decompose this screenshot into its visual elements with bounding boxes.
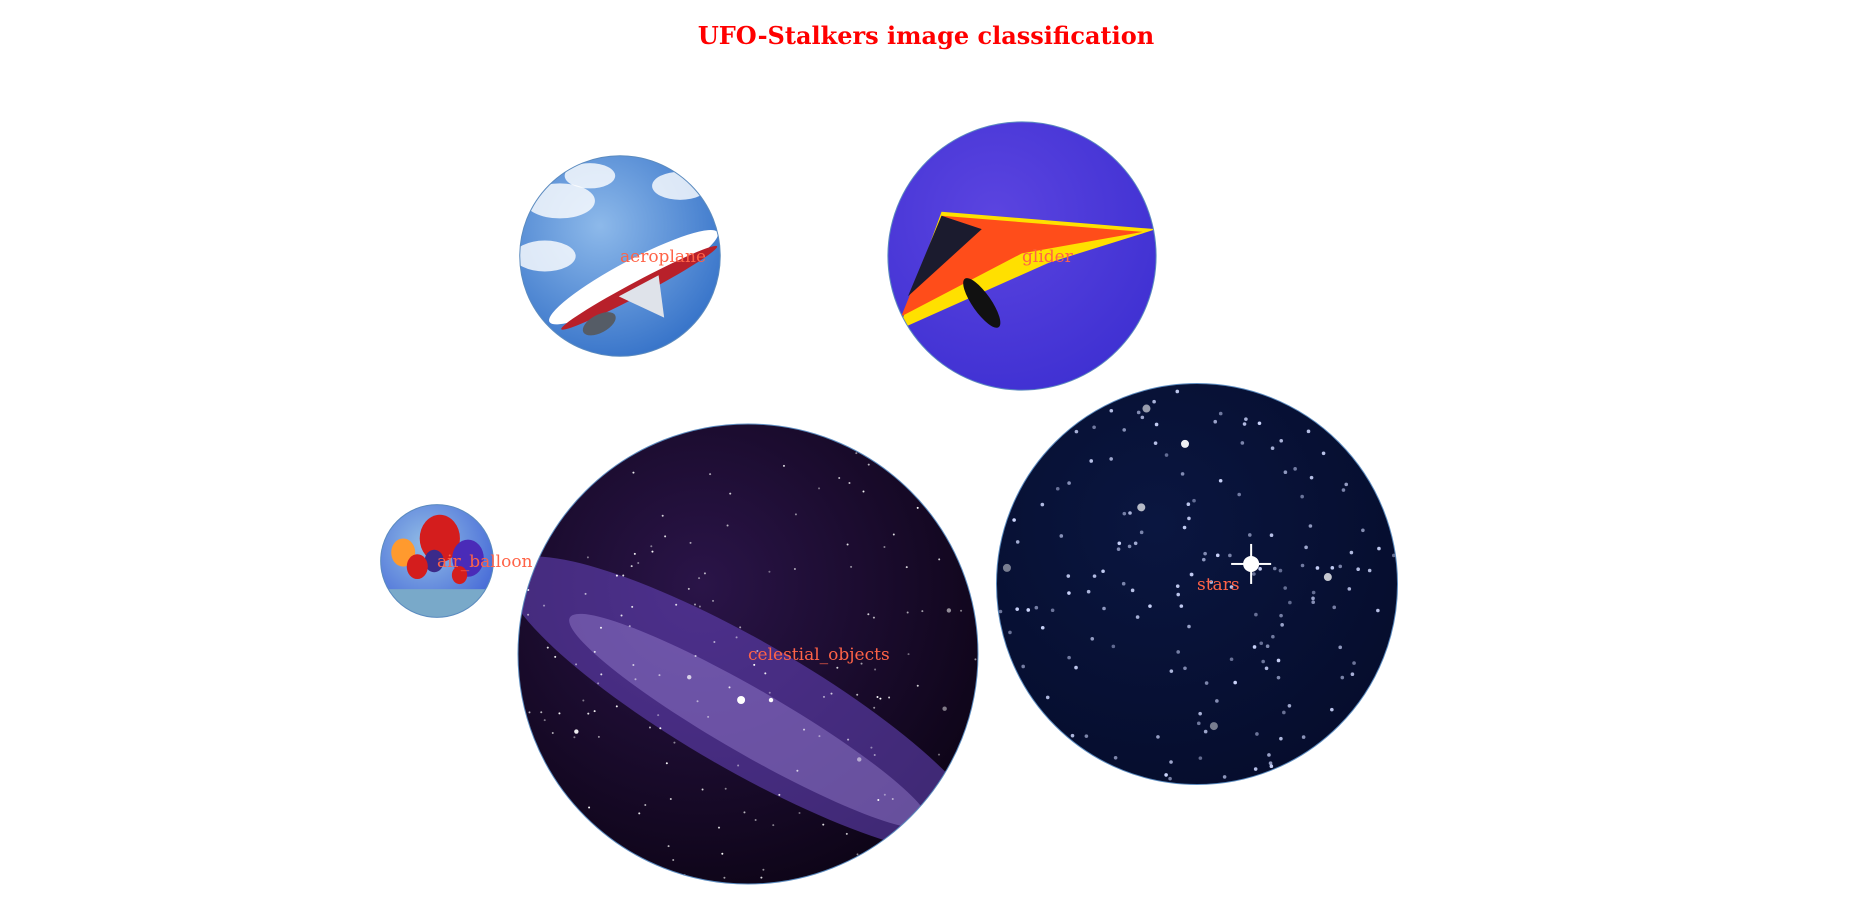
bubble-edge-aeroplane: [519, 155, 721, 357]
bubble-aeroplane: aeroplane: [519, 155, 721, 357]
bubble-edge-air-balloon: [380, 504, 494, 618]
bubble-label-air-balloon: air_balloon: [437, 552, 533, 572]
bubble-label-stars: stars: [1197, 575, 1240, 595]
bubble-image-aeroplane: [519, 155, 721, 357]
bubble-edge-stars: [995, 382, 1399, 786]
bubble-image-stars: [996, 383, 1398, 785]
bubble-image-glider: [887, 121, 1157, 391]
bubble-celestial-objects: celestial_objects: [517, 423, 979, 885]
bubble-stars: stars: [995, 382, 1399, 786]
bubble-glider: glider: [887, 121, 1157, 391]
bubble-label-aeroplane: aeroplane: [620, 247, 706, 267]
chart-title: UFO-Stalkers image classification: [698, 21, 1154, 50]
bubble-edge-glider: [887, 121, 1157, 391]
bubble-label-celestial-objects: celestial_objects: [748, 645, 890, 665]
bubble-label-glider: glider: [1022, 247, 1074, 267]
bubble-air-balloon: air_balloon: [380, 504, 533, 618]
bubble-image-celestial-objects: [518, 424, 978, 884]
bubble-edge-celestial-objects: [517, 423, 979, 885]
bubbles-group: aeroplane glider air_balloon celestial_obje…: [380, 121, 1399, 885]
